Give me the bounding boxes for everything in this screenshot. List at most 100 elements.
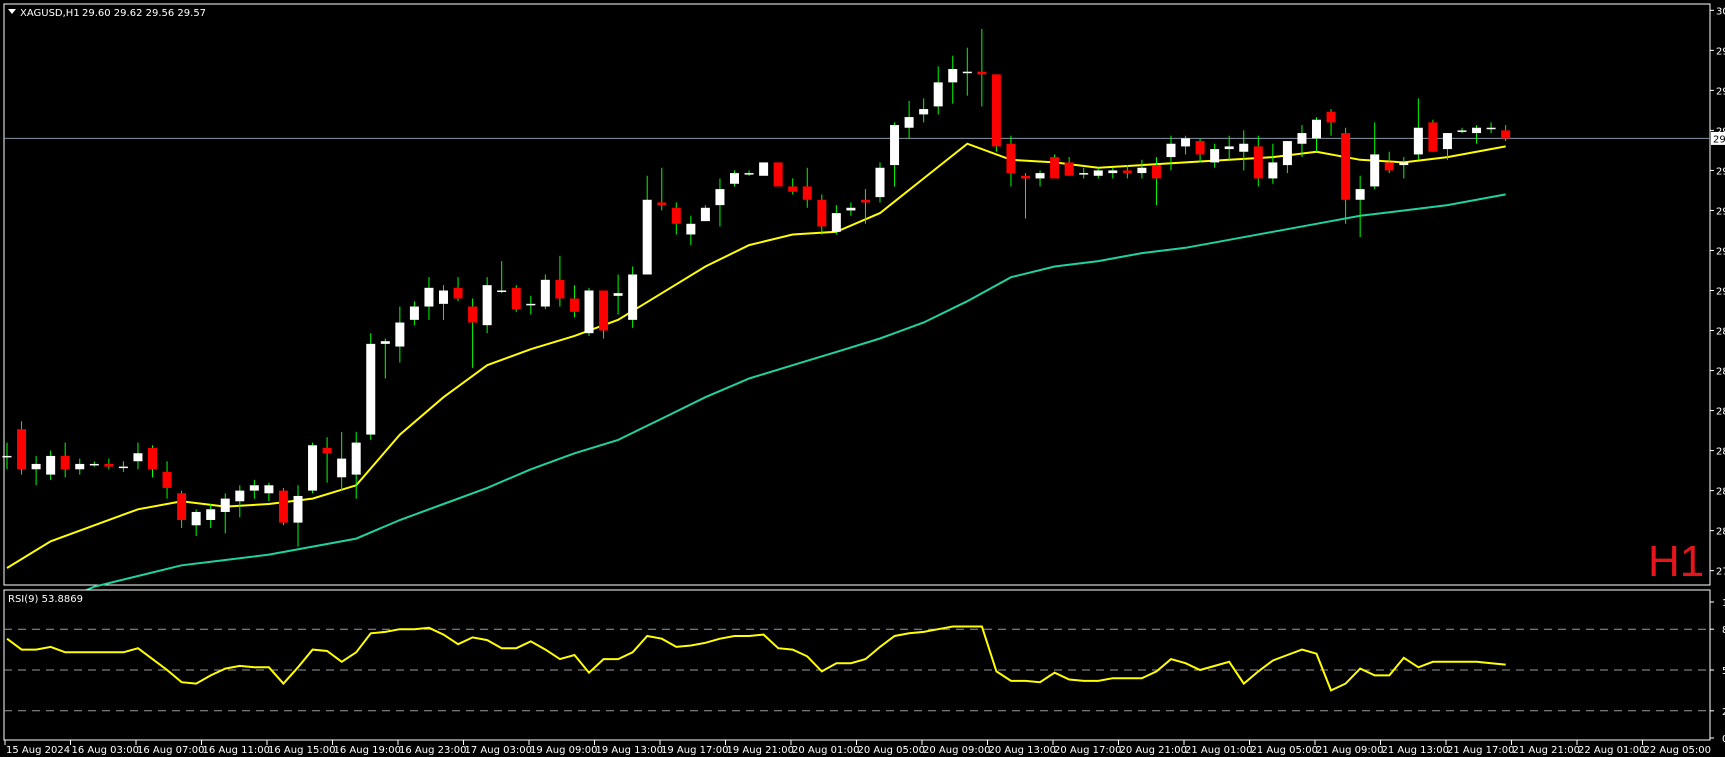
price-tick-label: 28.10 (1716, 527, 1725, 538)
time-tick-label: 20 Aug 21:00 (1120, 745, 1187, 756)
candle-body (686, 223, 696, 235)
timeframe-badge: H1 (1648, 537, 1704, 586)
candle-body (409, 306, 419, 320)
candle-body (788, 186, 798, 192)
main-chart-frame (3, 3, 1711, 586)
rsi-axis: 100 80 50 20 0 (1710, 598, 1725, 745)
candle-body (468, 306, 478, 323)
candle-body (177, 493, 187, 520)
price-tick-label: 29.60 (1716, 126, 1725, 137)
candle-body (526, 303, 536, 306)
candle-body (220, 498, 230, 512)
price-tick-label: 28.55 (1716, 407, 1725, 418)
time-tick-label: 20 Aug 09:00 (923, 745, 990, 756)
current-price-label: 29.57 (1713, 134, 1725, 145)
rsi-tick-label: 0 (1722, 734, 1725, 745)
candle-body (395, 322, 405, 347)
candle-body (904, 117, 914, 128)
candle-body (744, 173, 754, 175)
candle-body (1355, 189, 1365, 200)
candle-body (366, 343, 376, 435)
candle-body (162, 471, 172, 488)
time-tick-label: 20 Aug 01:00 (792, 745, 859, 756)
time-tick-label: 20 Aug 13:00 (989, 745, 1056, 756)
candle-body (773, 162, 783, 187)
ohlc-readout: 29.60 29.62 29.56 29.57 (82, 8, 206, 19)
candle-body (308, 445, 318, 491)
candle-body (31, 463, 41, 470)
candle-body (802, 186, 812, 200)
candle-body (511, 287, 521, 310)
candle-body (1224, 146, 1234, 150)
rsi-subchart[interactable]: 100 80 50 20 0 RSI(9) 53.8869 (3, 589, 1725, 745)
time-tick-label: 21 Aug 13:00 (1382, 745, 1449, 756)
price-tick-label: 28.25 (1716, 487, 1725, 498)
candle-body (860, 199, 870, 203)
candle-body (628, 274, 638, 320)
candle-body (1370, 154, 1380, 187)
candle-body (1472, 127, 1482, 134)
candle-body (351, 442, 361, 475)
time-tick-label: 22 Aug 01:00 (1578, 745, 1645, 756)
time-tick-label: 16 Aug 15:00 (268, 745, 335, 756)
rsi-tick-label: 80 (1722, 625, 1725, 636)
time-tick-label: 19 Aug 13:00 (596, 745, 663, 756)
candle-body (584, 290, 594, 334)
time-tick-label: 16 Aug 11:00 (203, 745, 270, 756)
candle-body (1428, 122, 1438, 152)
time-tick-label: 21 Aug 17:00 (1447, 745, 1514, 756)
candle-body (875, 167, 885, 198)
candle-body (337, 458, 347, 478)
candle-body (831, 213, 841, 232)
rsi-tick-label: 100 (1722, 598, 1725, 609)
candle-body (1399, 162, 1409, 166)
rsi-series-line (6, 625, 1506, 692)
time-tick-label: 20 Aug 17:00 (1054, 745, 1121, 756)
price-tick-label: 28.40 (1716, 447, 1725, 458)
candle-body (1253, 146, 1263, 179)
candle-body (206, 509, 216, 520)
candle-body (671, 207, 681, 224)
candle-body (1122, 170, 1132, 174)
candle-body (133, 453, 143, 462)
candle-body (191, 511, 201, 526)
candle-body (1021, 175, 1030, 179)
candle-body (933, 82, 943, 107)
candle-body (890, 125, 900, 166)
candle-body (1268, 162, 1278, 179)
candle-body (715, 189, 725, 206)
rsi-frame (3, 589, 1711, 741)
price-tick-label: 29.90 (1716, 46, 1725, 57)
time-tick-label: 21 Aug 09:00 (1316, 745, 1383, 756)
candle-body (948, 69, 958, 83)
rsi-tick-label: 50 (1722, 666, 1725, 677)
main-price-chart[interactable]: 30.05 29.90 29.75 29.60 29.45 29.30 29.15 29.00… (2, 3, 1725, 625)
candle-body (1050, 157, 1060, 179)
candle-body (1486, 127, 1496, 130)
candle-body (2, 455, 12, 458)
candle-body (1239, 143, 1249, 152)
candle-body (846, 207, 856, 211)
price-tick-label: 28.85 (1716, 327, 1725, 338)
price-tick-label: 29.00 (1716, 286, 1725, 297)
ma-slow-line (6, 193, 1506, 625)
time-tick-label: 16 Aug 03:00 (72, 745, 139, 756)
candle-body (962, 71, 972, 74)
candle-body (1181, 138, 1191, 147)
rsi-line (6, 625, 1506, 692)
candle-body (1413, 127, 1423, 155)
candle-body (439, 290, 448, 304)
symbol-header: XAGUSD,H1 29.60 29.62 29.56 29.57 (8, 8, 206, 19)
candle-body (1093, 170, 1103, 176)
collapse-triangle-icon[interactable] (8, 9, 16, 14)
candle-body (1064, 162, 1074, 176)
candle-body (60, 455, 70, 470)
candle-body (1166, 143, 1176, 158)
candle-body (555, 279, 565, 299)
rsi-header: RSI(9) 53.8869 (8, 594, 83, 605)
price-tick-label: 30.05 (1716, 6, 1725, 17)
candle-body (497, 290, 507, 292)
candle-body (1210, 149, 1220, 163)
candle-body (1137, 167, 1147, 174)
